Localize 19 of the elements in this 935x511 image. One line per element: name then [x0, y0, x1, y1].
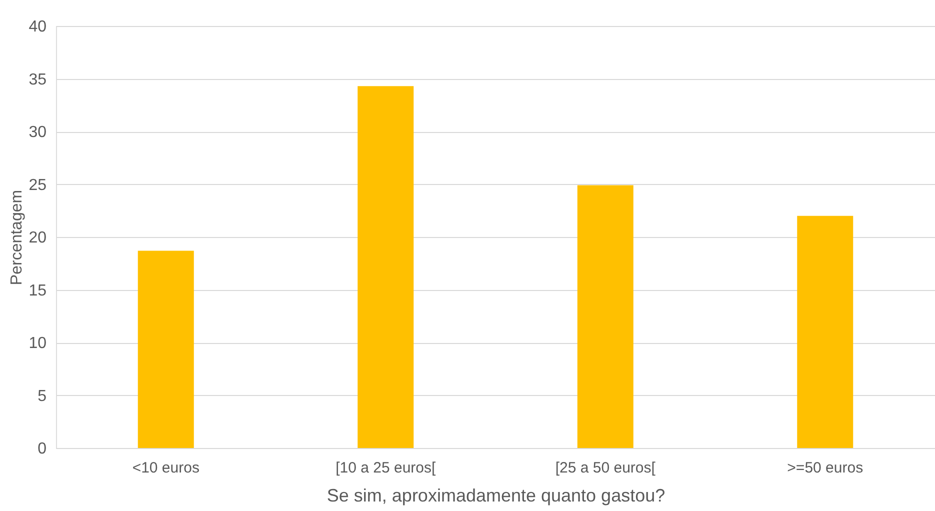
y-tick-label: 40	[28, 18, 47, 36]
y-tick-label: 15	[28, 282, 47, 300]
x-tick-label: [10 a 25 euros[	[336, 460, 436, 476]
bar	[797, 216, 854, 448]
y-tick-label: 35	[28, 71, 47, 88]
x-tick-label: <10 euros	[132, 460, 200, 476]
y-axis-title: Percentagem	[8, 190, 26, 286]
y-tick-label: 0	[38, 440, 47, 458]
y-tick-label: 5	[38, 388, 47, 405]
y-tick-label: 20	[28, 230, 47, 246]
x-tick-label: [25 a 50 euros[	[555, 460, 656, 476]
x-axis-title: Se sim, aproximadamente quanto gastou?	[326, 486, 666, 506]
y-tick-label: 10	[28, 335, 47, 352]
bar	[577, 185, 634, 448]
bar	[138, 250, 194, 448]
y-tick-label: 25	[28, 176, 47, 194]
bar	[358, 86, 414, 448]
y-tick-label: 30	[28, 124, 47, 141]
x-tick-label: >=50 euros	[787, 460, 864, 476]
